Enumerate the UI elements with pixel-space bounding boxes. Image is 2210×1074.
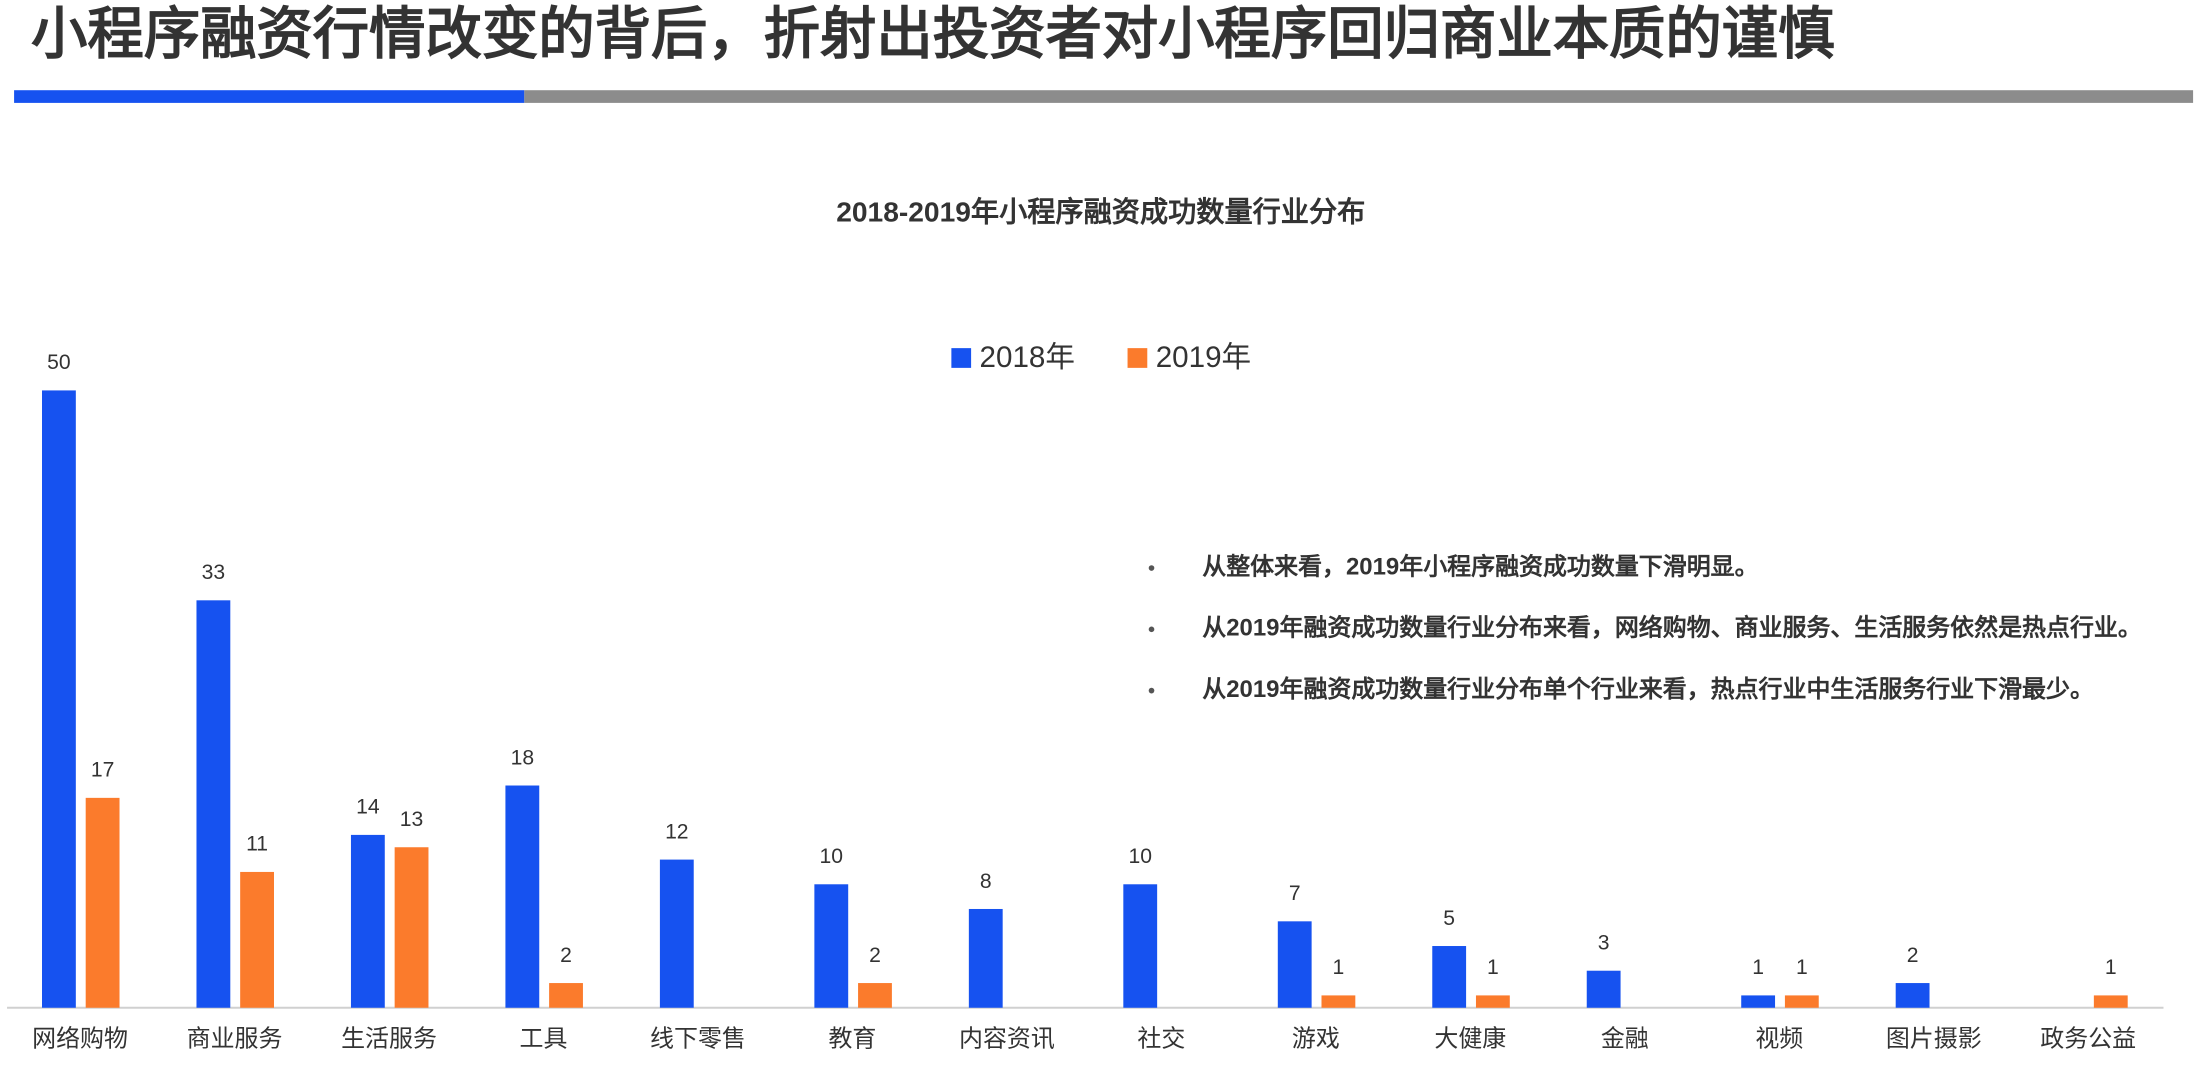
x-tick-label: 教育 xyxy=(828,1025,876,1052)
bar xyxy=(1475,995,1510,1008)
value-label: 1 xyxy=(1487,956,1499,979)
x-tick-label: 政务公益 xyxy=(2040,1025,2136,1052)
bar xyxy=(394,847,429,1008)
x-tick-label: 商业服务 xyxy=(187,1025,283,1052)
bar xyxy=(968,908,1003,1008)
note: 从2019年融资成功数量行业分布单个行业来看，热点行业中生活服务行业下滑最少。 xyxy=(1202,675,2094,703)
value-label: 7 xyxy=(1289,882,1301,905)
x-tick-label: 网络购物 xyxy=(32,1025,128,1052)
value-label: 1 xyxy=(1752,956,1764,979)
bar xyxy=(549,983,583,1008)
bar xyxy=(350,834,385,1008)
bar xyxy=(1895,983,1930,1008)
legend-swatch xyxy=(1127,348,1148,368)
value-label: 3 xyxy=(1598,932,1610,955)
x-tick-label: 工具 xyxy=(520,1025,568,1052)
bar xyxy=(814,884,849,1008)
value-label: 12 xyxy=(665,820,689,843)
bar xyxy=(1277,921,1312,1008)
x-tick-label: 图片摄影 xyxy=(1886,1025,1982,1052)
value-label: 33 xyxy=(202,561,226,584)
x-tick-label: 内容资讯 xyxy=(959,1025,1055,1052)
bar xyxy=(1586,970,1621,1008)
bar xyxy=(85,797,120,1008)
chart-title: 2018-2019年小程序融资成功数量行业分布 xyxy=(836,196,1365,228)
bar xyxy=(858,983,892,1008)
bullet xyxy=(1148,565,1155,571)
note: 从2019年融资成功数量行业分布来看，网络购物、商业服务、生活服务依然是热点行业… xyxy=(1202,614,2142,642)
value-label: 2 xyxy=(560,944,572,967)
legend-label: 2019年 xyxy=(1156,341,1251,374)
bar xyxy=(196,600,231,1008)
legend-label: 2018年 xyxy=(980,341,1075,374)
bar xyxy=(1784,995,1819,1008)
bar xyxy=(1321,995,1356,1008)
x-tick-label: 金融 xyxy=(1601,1025,1649,1052)
value-label: 2 xyxy=(869,944,881,967)
value-label: 13 xyxy=(400,808,424,831)
x-tick-label: 视频 xyxy=(1755,1025,1803,1052)
bar xyxy=(659,859,694,1008)
value-label: 1 xyxy=(2105,956,2117,979)
value-label: 1 xyxy=(1333,956,1345,979)
x-tick-label: 线下零售 xyxy=(650,1025,746,1052)
bar xyxy=(1432,946,1467,1008)
bar xyxy=(1741,995,1776,1008)
bar xyxy=(1123,884,1158,1008)
value-label: 8 xyxy=(980,870,992,893)
legend-swatch xyxy=(951,348,972,368)
x-tick-label: 游戏 xyxy=(1292,1025,1340,1052)
x-tick-label: 生活服务 xyxy=(341,1025,437,1052)
value-label: 17 xyxy=(91,759,115,782)
page-title: 小程序融资行情改变的背后，折射出投资者对小程序回归商业本质的谨慎 xyxy=(31,2,1835,65)
x-tick-label: 社交 xyxy=(1137,1025,1185,1052)
bullet xyxy=(1148,626,1155,633)
value-label: 10 xyxy=(820,845,844,868)
value-label: 5 xyxy=(1443,907,1455,930)
bullet xyxy=(1148,687,1155,694)
bar xyxy=(2093,995,2128,1008)
value-label: 14 xyxy=(356,796,380,819)
value-label: 18 xyxy=(511,746,535,769)
bar xyxy=(505,785,540,1008)
bar xyxy=(42,390,76,1008)
note: 从整体来看，2019年小程序融资成功数量下滑明显。 xyxy=(1202,552,1758,580)
value-label: 1 xyxy=(1796,956,1808,979)
value-label: 50 xyxy=(47,351,71,374)
title-accent xyxy=(14,90,525,103)
title-rule xyxy=(524,90,2194,103)
value-label: 10 xyxy=(1128,845,1151,868)
bar xyxy=(240,871,274,1008)
value-label: 2 xyxy=(1907,944,1919,967)
x-tick-label: 大健康 xyxy=(1434,1025,1506,1052)
value-label: 11 xyxy=(246,833,268,856)
